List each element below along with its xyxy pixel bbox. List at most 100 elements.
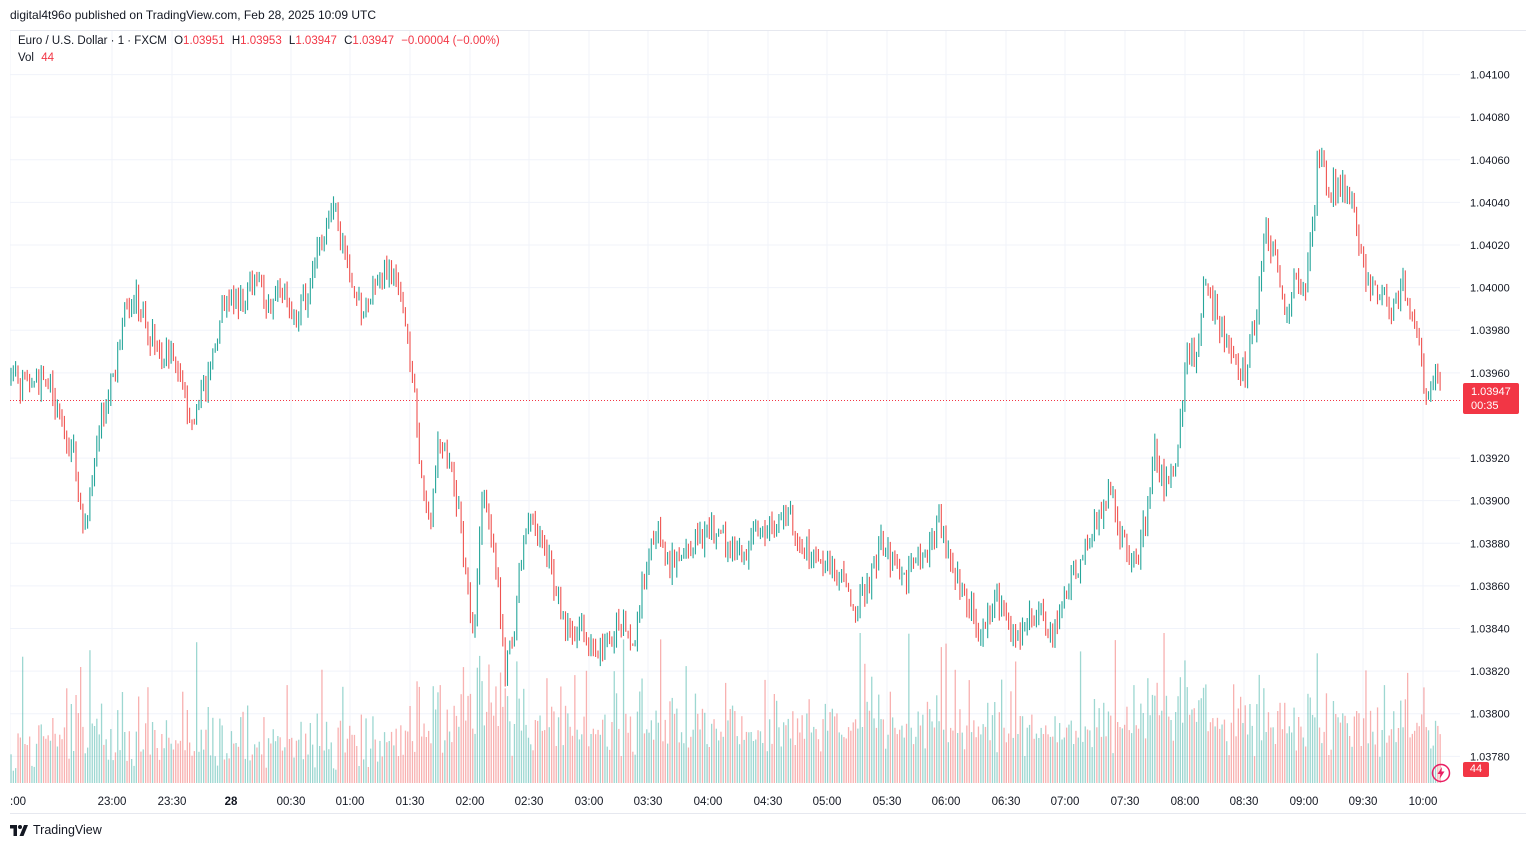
tradingview-logo[interactable]: TradingView (10, 823, 102, 837)
volume-bar (221, 725, 223, 783)
volume-bar (1086, 729, 1089, 783)
volume-legend: Vol 44 (18, 52, 54, 64)
volume-bar (1369, 710, 1372, 783)
volume-bar (548, 727, 550, 783)
volume-bar (96, 718, 98, 783)
volume-bar (233, 743, 235, 783)
volume-bar (1026, 727, 1028, 783)
volume-bar (179, 740, 182, 783)
volume-bar (19, 737, 21, 783)
volume-bar (73, 751, 75, 783)
volume-bar (93, 726, 96, 783)
volume-bar (298, 739, 300, 783)
volume-bar (592, 728, 594, 783)
volume-bar (847, 727, 850, 783)
volume-bar (669, 701, 671, 783)
volume-bar (752, 741, 755, 783)
volume-bar (1202, 687, 1205, 783)
volume-bar (1017, 734, 1019, 783)
volume-bar (1028, 724, 1031, 783)
volume-bar (557, 717, 560, 783)
volume-bar (84, 753, 86, 783)
volume-bar (518, 698, 520, 783)
x-tick-label: 03:00 (575, 796, 604, 808)
volume-bar (1144, 738, 1147, 783)
volume-bar (1258, 674, 1260, 783)
volume-label[interactable]: Vol (18, 52, 34, 64)
volume-bar (1367, 743, 1369, 783)
volume-bar (803, 738, 806, 783)
volume-bar (984, 726, 987, 783)
volume-bar (1012, 737, 1014, 783)
volume-bar (950, 727, 952, 783)
x-tick-label: 01:00 (336, 796, 365, 808)
volume-bar (286, 685, 288, 783)
volume-bar (1084, 726, 1086, 783)
volume-bar (1434, 720, 1437, 783)
volume-bar (820, 751, 822, 783)
volume-bar (418, 686, 420, 783)
volume-bar (1379, 756, 1381, 783)
volume-bar (687, 747, 690, 783)
volume-bar (1244, 705, 1246, 783)
volume-bar (643, 733, 646, 783)
volume-bar (1260, 740, 1263, 783)
volume-bar (1151, 694, 1154, 783)
volume-bar (1240, 696, 1242, 783)
volume-bar (198, 751, 200, 783)
volume-bar (1052, 736, 1054, 783)
volume-bar (987, 702, 989, 783)
volume-bar (1281, 729, 1284, 783)
lightning-bolt-icon[interactable] (1431, 763, 1451, 783)
volume-bar (1096, 727, 1098, 783)
volume-bar (1038, 738, 1040, 783)
volume-bar (801, 715, 803, 783)
volume-bar (66, 688, 68, 783)
y-tick-label: 1.04020 (1470, 240, 1510, 252)
volume-bar (103, 744, 105, 783)
volume-bar (242, 711, 244, 783)
volume-bar (1031, 714, 1033, 783)
volume-bar (905, 723, 908, 783)
volume-bar (1400, 700, 1402, 783)
volume-bar (1346, 723, 1348, 783)
volume-bar (1237, 708, 1239, 783)
volume-bar (133, 765, 135, 783)
volume-bar (1191, 709, 1193, 783)
volume-bar (1298, 717, 1300, 783)
volume-bar (1363, 718, 1365, 783)
volume-bar (370, 748, 372, 783)
volume-bar (678, 742, 680, 783)
volume-bar (42, 736, 45, 783)
volume-bar (1010, 691, 1012, 783)
volume-bar (1175, 712, 1177, 783)
volume-bar (138, 696, 140, 783)
volume-bar (309, 723, 311, 783)
volume-bar (1414, 730, 1416, 783)
volume-bar (611, 722, 613, 783)
volume-bar (834, 716, 836, 783)
volume-bar (1089, 730, 1091, 783)
volume-bar (894, 727, 896, 783)
volume-bar (479, 655, 481, 783)
volume-bar (560, 686, 562, 783)
volume-bar (1186, 687, 1188, 783)
volume-bar (806, 713, 808, 783)
volume-bar (177, 743, 179, 783)
volume-bar (968, 680, 970, 783)
volume-bar (1230, 722, 1232, 783)
volume-bar (448, 731, 451, 783)
volume-bar (1235, 736, 1237, 783)
volume-bar (1316, 653, 1318, 783)
volume-bar (254, 744, 256, 783)
volume-bar (193, 751, 195, 783)
volume-bar (662, 741, 664, 783)
volume-bar (901, 725, 903, 783)
volume-bar (655, 710, 657, 783)
symbol-label[interactable]: Euro / U.S. Dollar · 1 · FXCM (18, 35, 167, 47)
volume-bar (89, 650, 91, 783)
volume-bar (1284, 702, 1286, 783)
volume-bar (1228, 755, 1230, 783)
price-chart[interactable]: 1.04100 1.04080 1.04060 1.04040 1.04020 1.040… (10, 31, 1526, 813)
chart-frame[interactable]: 1.04100 1.04080 1.04060 1.04040 1.04020 1.040… (10, 30, 1526, 814)
